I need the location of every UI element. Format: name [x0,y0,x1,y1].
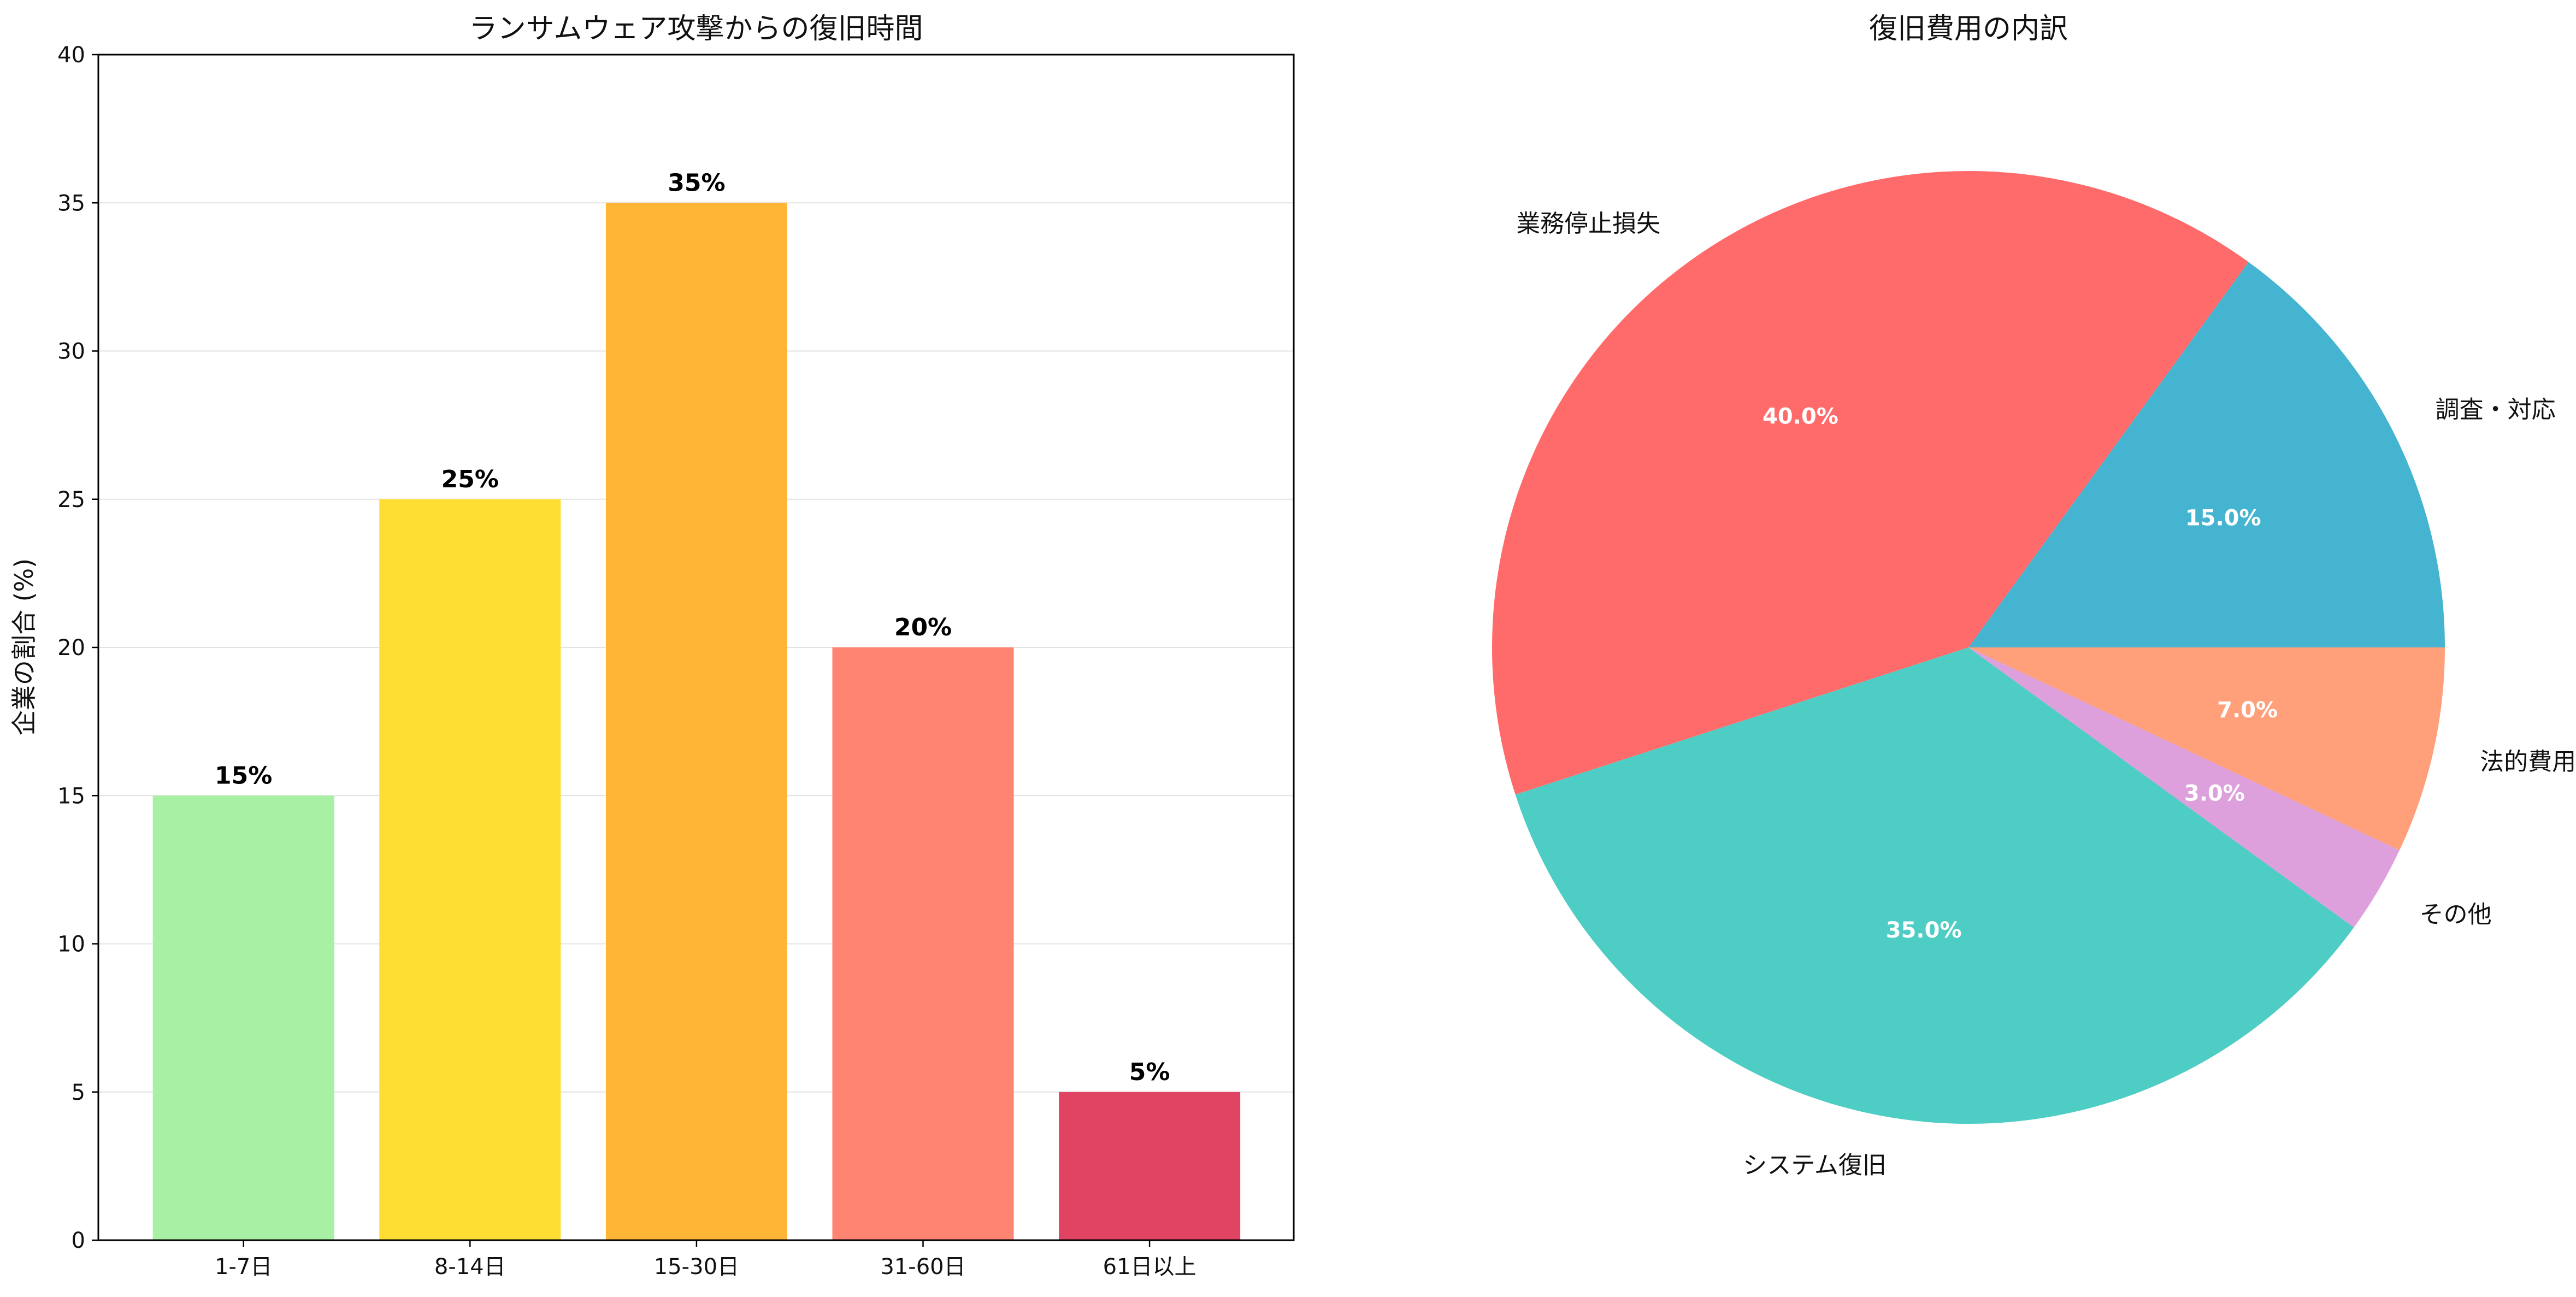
y-tick-label: 5 [72,1080,85,1105]
y-tick-label: 0 [72,1228,85,1253]
pie-chart-title: 復旧費用の内訳 [1869,13,2068,45]
bar-value-label: 5% [1129,1058,1170,1086]
y-tick-label: 40 [57,43,85,68]
bar [832,647,1014,1240]
pie-slice-percent: 15.0% [2185,505,2261,530]
bar-value-label: 20% [894,614,952,641]
bar [152,795,334,1240]
y-tick-label: 20 [57,635,85,661]
pie-slice-percent: 40.0% [1762,404,1838,429]
bar [605,203,787,1240]
bar-chart-ticks: 0 5 10 15 20 25 30 35 40 1-7日 8-14日 15-30日 31-60日 61日… [57,43,1196,1280]
bar-chart-bars: 15% 25% 35% 20% 5% [152,169,1241,1240]
pie-slice-label: システム復旧 [1743,1151,1887,1179]
y-tick-label: 10 [57,932,85,957]
bar-value-label: 25% [441,465,499,493]
pie-slice-percent: 35.0% [1886,918,1962,943]
x-tick-label: 8-14日 [434,1254,506,1280]
pie-slice [1968,647,2445,851]
x-tick-label: 31-60日 [880,1254,965,1280]
pie-slice [1515,647,2354,1124]
pie-slice-percent: 7.0% [2217,698,2278,723]
bar-chart-title: ランサムウェア攻撃からの復旧時間 [469,13,923,45]
pie-chart-slices [1492,170,2445,1124]
pie-slice-label: 業務停止損失 [1516,210,1660,238]
x-tick-label: 15-30日 [654,1254,739,1280]
pie-slice-label: その他 [2420,900,2492,928]
pie-slice [1968,647,2400,928]
pie-slice-label: 調査・対応 [2436,396,2556,424]
x-tick-label: 61日以上 [1103,1254,1196,1280]
pie-chart: 復旧費用の内訳 調査・対応 15.0% 業務停止損失 40.0% システム復旧 35.0%… [1492,13,2576,1179]
y-tick-label: 15 [57,783,85,809]
pie-slice [1492,170,2249,795]
bar-chart: ランサムウェア攻撃からの復旧時間 企業の割合 (%) 15% 25% 35% 20% 5… [9,13,1295,1280]
bar-chart-ylabel: 企業の割合 (%) [9,558,39,735]
pie-slice-percent: 3.0% [2184,781,2245,806]
y-tick-label: 25 [57,487,85,512]
pie-chart-labels: 調査・対応 15.0% 業務停止損失 40.0% システム復旧 35.0% その他 3.0% 法… [1516,210,2576,1179]
pie-slice [1968,262,2445,647]
y-tick-label: 35 [57,191,85,216]
x-tick-label: 1-7日 [215,1254,272,1280]
bar-chart-frame [97,54,1295,1241]
bar-value-label: 15% [215,762,272,789]
pie-slice-label: 法的費用 [2480,748,2576,776]
y-tick-label: 30 [57,339,85,364]
bar [1059,1092,1241,1240]
bar-value-label: 35% [668,169,725,197]
bar [379,499,561,1240]
